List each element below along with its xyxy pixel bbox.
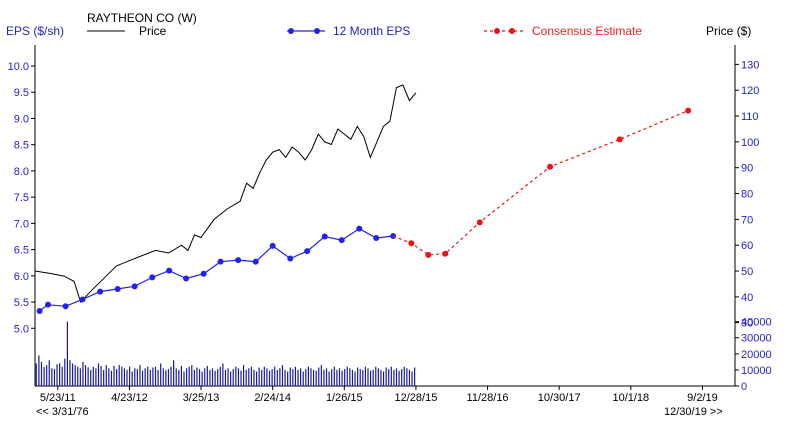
estimate-legend-dot — [494, 28, 500, 34]
date-tick-label: 9/2/19 — [687, 392, 718, 404]
eps-legend-dot — [288, 28, 294, 34]
eps-point — [304, 248, 311, 255]
date-tick-label: 11/28/16 — [467, 392, 509, 404]
eps-point — [114, 285, 121, 292]
eps-point — [183, 275, 190, 282]
eps-point — [62, 303, 69, 310]
eps-series — [36, 225, 397, 314]
estimate-point — [408, 240, 415, 247]
eps-axis-label: EPS ($/sh) — [6, 24, 65, 38]
price-tick-label: 100 — [741, 137, 759, 149]
price-tick-label: 130 — [741, 59, 759, 71]
eps-tick-label: 7.0 — [14, 218, 29, 230]
volume-bars — [35, 321, 416, 386]
eps-point — [36, 307, 43, 314]
legend — [87, 28, 523, 34]
price-tick-label: 80 — [741, 189, 753, 201]
eps-axis: 5.0 5.5 6.0 6.5 7.0 7.5 8.0 8.5 9.0 9.5 10.0 — [8, 61, 35, 335]
date-tick-label: 10/30/17 — [538, 392, 581, 404]
eps-point — [235, 257, 242, 264]
eps-point — [97, 288, 104, 295]
price-legend-label: Price — [139, 24, 167, 38]
volume-tick-label: 30000 — [741, 333, 772, 345]
estimate-point — [442, 250, 449, 257]
estimate-line — [392, 110, 689, 256]
price-tick-label: 50 — [741, 266, 753, 278]
price-tick-label: 90 — [741, 163, 753, 175]
eps-tick-label: 6.0 — [14, 271, 29, 283]
price-axis: 30 40 50 60 70 80 90 100 110 120 130 — [735, 59, 759, 330]
eps-point — [356, 225, 363, 232]
eps-point — [131, 283, 138, 290]
date-tick-label: 4/23/12 — [111, 392, 148, 404]
date-tick-label: 10/1/18 — [612, 392, 649, 404]
estimate-legend-label: Consensus Estimate — [532, 24, 643, 38]
price-series — [34, 84, 417, 303]
eps-line — [39, 227, 394, 312]
price-tick-label: 40 — [741, 292, 753, 304]
date-tick-label: 5/23/11 — [40, 392, 76, 404]
chart-frame — [34, 45, 736, 387]
eps-point — [45, 301, 52, 308]
eps-point — [338, 237, 345, 244]
eps-point — [166, 267, 173, 274]
eps-tick-label: 8.0 — [14, 166, 29, 178]
estimate-point — [685, 107, 692, 114]
volume-tick-label: 10000 — [741, 365, 772, 377]
eps-point — [217, 258, 224, 265]
price-tick-label: 110 — [741, 111, 759, 123]
date-axis: 5/23/11 4/23/12 3/25/13 2/24/14 1/26/15 12/28… — [40, 386, 718, 404]
eps-point — [321, 233, 328, 240]
price-line — [34, 84, 417, 303]
estimate-point — [476, 219, 483, 226]
date-tick-label: 1/26/15 — [326, 392, 363, 404]
eps-tick-label: 8.5 — [14, 140, 29, 152]
estimate-point — [547, 163, 554, 170]
eps-point — [373, 235, 380, 242]
eps-point — [252, 258, 259, 265]
estimate-point — [616, 136, 623, 143]
forward-nav-link[interactable]: 12/30/19 >> — [664, 406, 723, 418]
estimate-legend-dot — [509, 28, 515, 34]
volume-axis: 0 10000 20000 30000 40000 — [735, 317, 772, 393]
volume-tick-label: 0 — [741, 381, 747, 393]
back-nav-link[interactable]: << 3/31/76 — [36, 406, 89, 418]
eps-point — [269, 242, 276, 249]
eps-tick-label: 9.0 — [14, 113, 29, 125]
eps-legend-label: 12 Month EPS — [333, 24, 411, 38]
eps-tick-label: 7.5 — [14, 192, 29, 204]
company-name: RAYTHEON CO (W) — [87, 11, 197, 25]
eps-point — [149, 274, 156, 281]
date-tick-label: 3/25/13 — [183, 392, 220, 404]
eps-tick-label: 9.5 — [14, 87, 29, 99]
eps-tick-label: 6.5 — [14, 245, 29, 257]
eps-tick-label: 10.0 — [8, 61, 29, 73]
date-tick-label: 2/24/14 — [254, 392, 291, 404]
eps-tick-label: 5.0 — [14, 323, 29, 335]
price-tick-label: 30 — [741, 318, 753, 330]
estimate-point — [425, 251, 432, 258]
eps-point — [287, 255, 294, 262]
volume-tick-label: 20000 — [741, 349, 772, 361]
date-tick-label: 12/28/15 — [395, 392, 438, 404]
eps-tick-label: 5.5 — [14, 297, 29, 309]
eps-point — [79, 296, 86, 303]
price-tick-label: 70 — [741, 214, 753, 226]
eps-legend-dot — [314, 28, 320, 34]
eps-point — [200, 270, 207, 277]
estimate-series — [392, 107, 692, 258]
price-tick-label: 120 — [741, 85, 759, 97]
volume-tick-label: 40000 — [741, 317, 772, 329]
price-tick-label: 60 — [741, 240, 753, 252]
price-axis-label: Price ($) — [706, 24, 752, 38]
